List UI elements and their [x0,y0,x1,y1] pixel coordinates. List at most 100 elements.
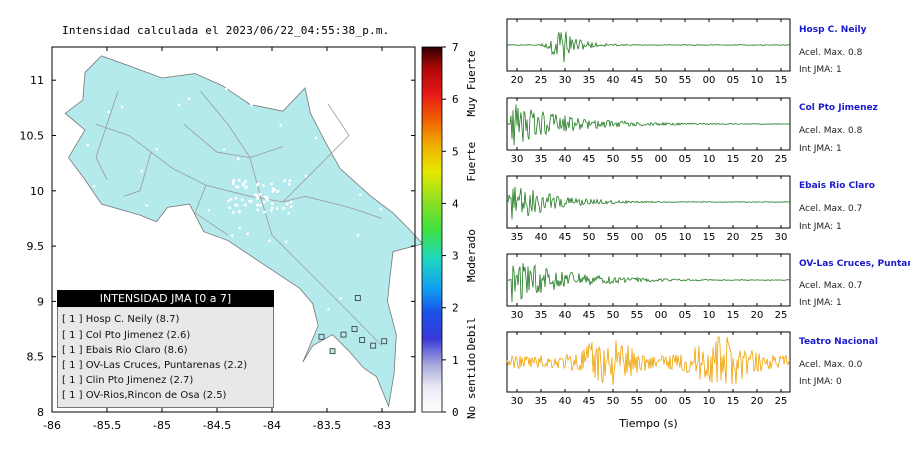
legend-item: [ 1 ] OV-Rios,Rincon de Osa (2.5) [62,390,227,401]
station-accel: Acel. Max. 0.7 [799,281,863,291]
colorbar-tick-label: 7 [452,41,459,54]
town-dot [304,174,308,178]
map-title: Intensidad calculada el 2023/06/22_04:55… [62,24,390,37]
waveform-tick-label: 35 [535,310,548,321]
town-dot [271,190,275,193]
town-dot [222,148,226,151]
road-line [183,124,284,159]
town-dot [269,208,273,212]
waveform-trace [506,104,790,146]
waveform-tick-label: 25 [775,154,788,165]
town-dot [355,152,359,156]
waveform-tick-label: 15 [703,232,716,243]
road-line [200,90,262,199]
town-dot [236,157,240,161]
waveform-tick-label: 45 [583,154,596,165]
waveform-tick-label: 00 [655,310,668,321]
waveform-tick-label: 40 [559,396,572,407]
station-accel: Acel. Max. 0.8 [799,126,863,136]
waveform-tick-label: 30 [775,232,788,243]
y-tick-label: 8 [37,406,44,419]
town-dot [99,246,103,249]
waveform-tick-label: 40 [559,154,572,165]
town-dot [289,200,293,204]
town-dot [287,182,291,186]
waveform-x-axis-title: Tiempo (s) [618,417,677,430]
town-dot [244,186,248,189]
waveform-tick-label: 35 [511,232,524,243]
waveform-tick-label: 10 [703,154,716,165]
town-dot [289,205,293,209]
town-dot [177,103,181,106]
town-dot [228,206,232,210]
town-dot [86,143,89,147]
waveform-tick-label: 40 [535,232,548,243]
y-tick-label: 9.5 [27,240,45,253]
x-tick-label: -84 [263,419,281,432]
town-dot [326,101,329,105]
town-dot [94,241,98,244]
town-dot [287,211,291,215]
costa-rica-land [64,55,424,408]
town-dot [263,210,266,214]
waveform-tick-label: 15 [775,75,788,86]
town-dot [187,97,191,100]
waveform-tick-label: 45 [583,310,596,321]
waveform-trace [506,186,790,220]
colorbar-tick-label: 6 [452,93,459,106]
waveform-tick-label: 35 [535,396,548,407]
station-name: Teatro Nacional [799,337,878,347]
waveform-tick-label: 50 [607,310,620,321]
town-dot [270,206,274,210]
waveform-tick-label: 05 [679,154,692,165]
town-dot [270,182,273,186]
road-line [282,102,350,203]
station-jma: Int JMA: 1 [799,144,842,154]
waveform-panel [506,253,791,307]
colorbar-gradient [421,46,443,413]
station-jma: Int JMA: 1 [799,222,842,232]
waveform-tick-label: 55 [679,75,692,86]
town-dot [238,226,241,230]
waveform-tick-label: 35 [535,154,548,165]
waveform-tick-label: 35 [583,75,596,86]
town-dot [339,296,343,300]
town-dot [229,197,233,201]
town-dot [234,185,238,188]
town-dot [262,183,265,187]
town-dot [273,188,277,192]
road-line [95,124,383,219]
waveform-panel [506,175,791,229]
town-dot [275,190,279,194]
town-dot [227,199,230,203]
waveform-tick-label: 25 [535,75,548,86]
waveform-tick-label: 15 [727,310,740,321]
town-dot [120,105,124,109]
waveform-tick-label: 50 [607,396,620,407]
x-tick-label: -83.5 [313,419,341,432]
x-tick-label: -84.5 [203,419,231,432]
town-dot [154,265,158,269]
x-tick-label: -85 [153,419,171,432]
waveform-tick-label: 20 [751,396,764,407]
x-tick-label: -86 [43,419,61,432]
waveform-tick-label: 55 [607,232,620,243]
waveform-tick-label: 40 [607,75,620,86]
legend-item: [ 1 ] Col Pto Jimenez (2.6) [62,330,191,341]
waveform-tick-label: 05 [679,310,692,321]
town-dot [256,196,260,200]
town-dot [288,179,292,183]
legend-item: [ 1 ] Clin Pto Jimenez (2.7) [62,375,194,386]
town-dot [155,147,159,151]
station-jma: Int JMA: 1 [799,65,842,75]
town-dot [241,183,245,187]
station-marker [354,295,361,301]
town-dot [292,299,295,303]
town-dot [237,210,241,214]
town-dot [268,239,271,242]
waveform-panel [506,331,791,393]
town-dot [256,182,260,186]
station-name: OV-Las Cruces, Puntar [799,259,910,269]
town-dot [207,208,211,212]
town-dot [219,244,222,247]
